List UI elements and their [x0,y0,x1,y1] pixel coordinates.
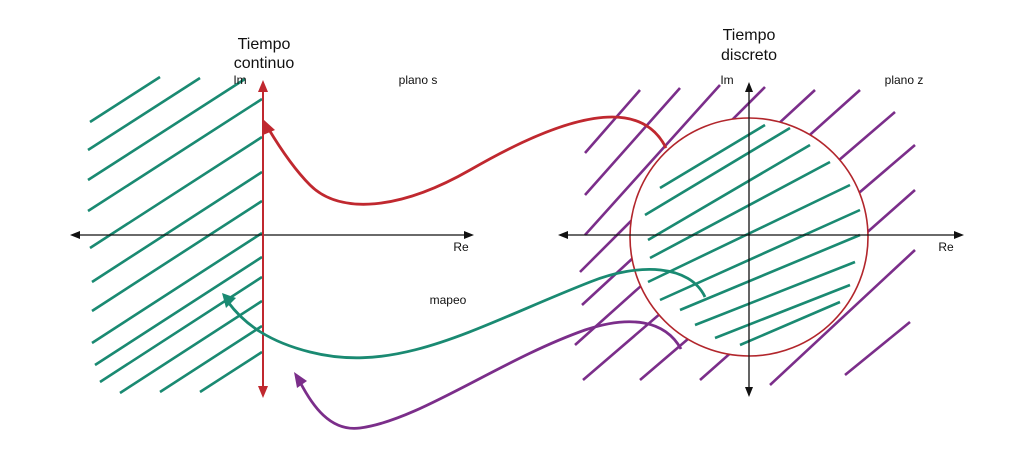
purple-arrowhead [294,372,307,388]
s-plane-axes [70,231,474,239]
s-plane-im-label: Im [233,73,246,87]
red-mapping-curve [266,115,668,206]
z-plane-axes [558,82,964,397]
discrete-title-line1: Tiempo [723,27,776,44]
z-plane-im-label: Im [720,73,733,87]
teal-mapping-curve [226,268,707,360]
s-plane-stable-region-hatching [87,75,263,395]
s-plane-imaginary-axis [258,80,268,398]
continuous-title-line2: continuo [234,55,295,72]
teal-arrowhead [222,293,236,308]
red-arrowhead [263,120,275,135]
s-plane-label: plano s [399,73,438,87]
z-plane-unit-disc-hatching [644,123,861,347]
mapping-label: mapeo [430,293,467,307]
purple-mapping-curve [298,320,683,430]
s-plane-re-label: Re [453,240,469,254]
z-plane-re-label: Re [938,240,954,254]
continuous-title-line1: Tiempo [238,36,291,53]
discrete-title-line2: discreto [721,47,777,64]
z-plane-label: plano z [885,73,924,87]
